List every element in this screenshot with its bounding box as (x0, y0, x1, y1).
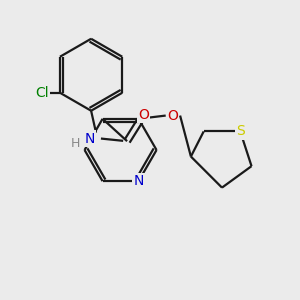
Text: H: H (71, 137, 80, 150)
Text: N: N (85, 131, 95, 146)
Text: Cl: Cl (35, 86, 49, 100)
Text: O: O (138, 108, 149, 122)
Text: O: O (167, 109, 178, 123)
Text: N: N (134, 174, 144, 188)
Text: S: S (236, 124, 244, 138)
